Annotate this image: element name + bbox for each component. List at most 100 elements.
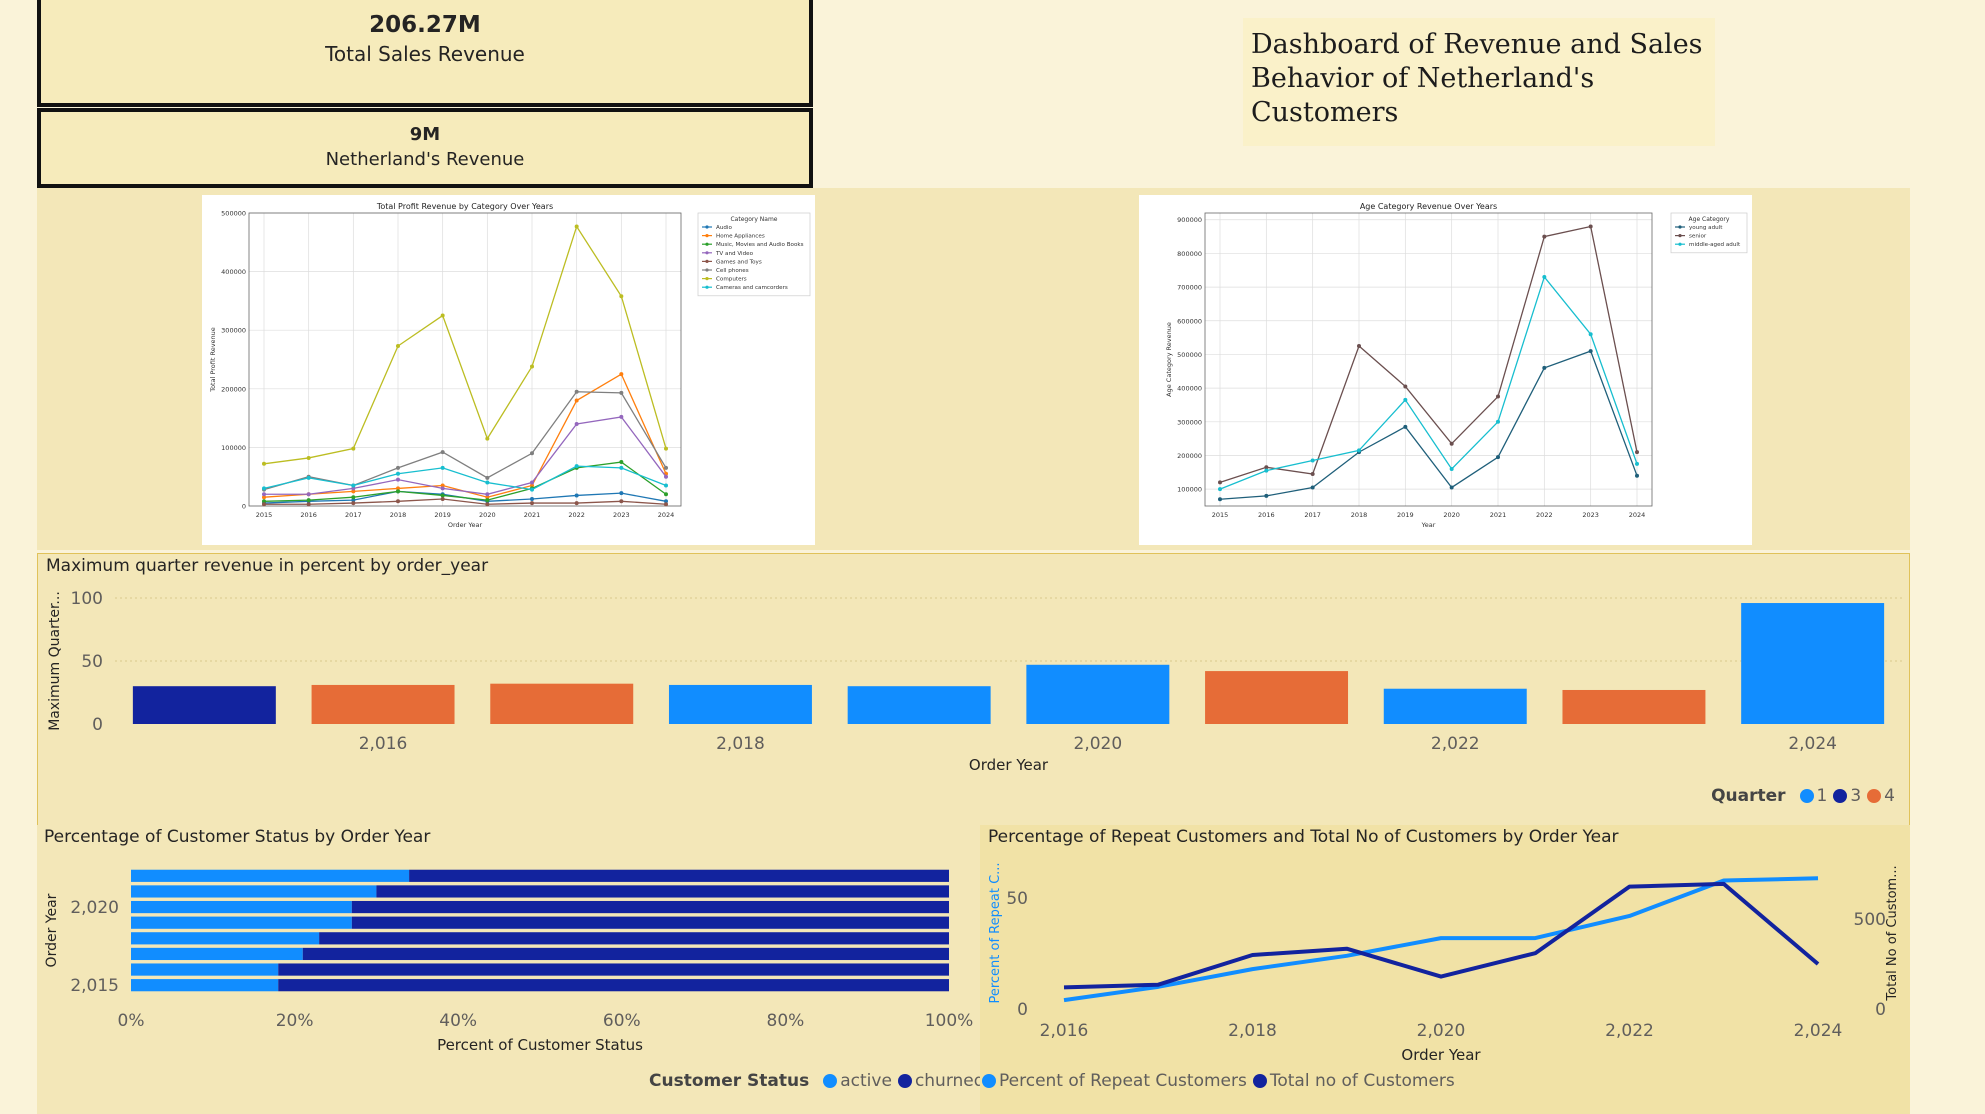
legend-marker xyxy=(705,285,709,289)
bar-active-2017 xyxy=(131,947,303,961)
legend-title: Category Name xyxy=(730,216,777,223)
legend-box xyxy=(1670,212,1748,254)
x-tick-label: 2017 xyxy=(1304,511,1321,519)
series-point xyxy=(574,501,579,506)
series-point xyxy=(440,483,445,488)
series-point xyxy=(1264,468,1269,473)
y-tick-label: 500000 xyxy=(1177,351,1202,359)
y-left-tick: 50 xyxy=(1006,889,1028,909)
series-point xyxy=(485,480,490,485)
series-line xyxy=(263,461,667,502)
series-point xyxy=(530,487,534,492)
quarter-4-dot xyxy=(1867,789,1882,803)
x-tick-label: 2016 xyxy=(1258,511,1275,519)
quarter-3-dot xyxy=(1833,789,1848,803)
series-point xyxy=(351,446,356,451)
series-point xyxy=(574,224,579,229)
bar-2019 xyxy=(847,686,991,724)
legend-entry: Audio xyxy=(716,225,732,231)
quarter-legend[interactable]: Quarter 1 3 4 xyxy=(1711,786,1895,806)
x-axis-label: Order Year xyxy=(448,521,483,529)
series-point xyxy=(396,477,400,482)
series-point xyxy=(664,483,668,488)
x-tick-label: 2,024 xyxy=(1794,1021,1843,1041)
y-tick-label: 600000 xyxy=(1177,317,1202,325)
y-tick-label: 0 xyxy=(92,715,103,735)
series-point xyxy=(262,492,266,497)
bar-active-2021 xyxy=(131,885,377,898)
series-point xyxy=(574,398,579,403)
y-tick-label: 400000 xyxy=(221,268,246,276)
series-point xyxy=(1403,384,1408,389)
legend-box xyxy=(697,212,811,297)
series-line-left xyxy=(1063,876,1819,1003)
series-line xyxy=(1219,225,1638,484)
series-point xyxy=(485,498,490,503)
series-point xyxy=(440,465,445,470)
customer-status-panel[interactable]: Percentage of Customer Status by Order Y… xyxy=(37,825,985,1114)
x-tick-label: 100% xyxy=(925,1011,974,1031)
series-point xyxy=(1496,394,1500,399)
category-revenue-chart[interactable]: Total Profit Revenue by Category Over Ye… xyxy=(202,195,815,545)
series-point xyxy=(619,491,624,496)
y-tick-label: 200000 xyxy=(1177,452,1202,460)
repeat-legend[interactable]: Percent of Repeat Customers Total no of … xyxy=(982,1071,1455,1091)
series-point xyxy=(351,495,356,500)
series-line xyxy=(263,224,667,465)
series-point xyxy=(440,313,445,318)
y-axis-label: Total Profit Revenue xyxy=(209,327,217,393)
bar-2022 xyxy=(1383,688,1527,724)
series-point xyxy=(530,364,534,369)
max-quarter-panel[interactable]: Maximum quarter revenue in percent by or… xyxy=(37,553,1910,827)
repeat-customers-panel[interactable]: Percentage of Repeat Customers and Total… xyxy=(980,825,1910,1114)
quarter-3-label: 3 xyxy=(1850,786,1862,806)
legend-marker xyxy=(705,259,709,263)
series-point xyxy=(574,464,579,469)
series-point xyxy=(664,492,668,497)
series-point xyxy=(619,465,624,470)
series-point xyxy=(485,502,490,507)
legend-entry: Home Appliances xyxy=(716,234,765,240)
series-point xyxy=(396,344,400,349)
x-tick-label: 2022 xyxy=(1536,511,1553,519)
legend-entry: middle-aged adult xyxy=(1689,242,1741,248)
netherland-revenue-value: 9M xyxy=(409,124,441,145)
series-point xyxy=(530,496,534,501)
x-tick-label: 2,016 xyxy=(359,734,408,754)
x-tick-label: 2,022 xyxy=(1431,734,1480,754)
series-point xyxy=(351,486,356,491)
x-tick-label: 40% xyxy=(439,1011,477,1031)
legend-marker xyxy=(705,277,709,281)
bar-active-2018 xyxy=(131,932,320,945)
legend-marker xyxy=(1678,242,1682,246)
series-point xyxy=(1635,461,1639,466)
series-line xyxy=(263,465,667,491)
series-point xyxy=(574,389,579,394)
x-tick-label: 0% xyxy=(118,1011,145,1031)
series-point xyxy=(351,483,356,488)
x-tick-label: 2019 xyxy=(1397,511,1414,519)
series-point xyxy=(664,502,668,507)
age-category-chart[interactable]: Age Category Revenue Over Years 100000 200… xyxy=(1139,195,1752,545)
legend-entry: senior xyxy=(1689,234,1707,240)
series-point xyxy=(396,486,400,491)
legend-marker xyxy=(705,234,709,238)
dashboard-title: Dashboard of Revenue and Sales Behavior … xyxy=(1243,18,1715,146)
series-point xyxy=(664,499,668,504)
series-point xyxy=(530,480,534,485)
series-point xyxy=(351,501,356,506)
plot-frame xyxy=(248,212,682,507)
series-point xyxy=(1403,424,1408,429)
active-dot xyxy=(823,1074,838,1088)
status-legend[interactable]: Customer Status active churned xyxy=(649,1071,985,1091)
bar-churned-2015 xyxy=(278,979,949,992)
series-point xyxy=(530,483,534,488)
legend-entry: Computers xyxy=(716,277,747,283)
bar-churned-2021 xyxy=(376,885,949,898)
y-tick-label: 900000 xyxy=(1177,216,1202,224)
legend-entry: Games and Toys xyxy=(716,259,762,265)
series-point xyxy=(306,498,311,503)
series-line xyxy=(264,416,667,495)
bar-churned-2019 xyxy=(351,916,949,929)
